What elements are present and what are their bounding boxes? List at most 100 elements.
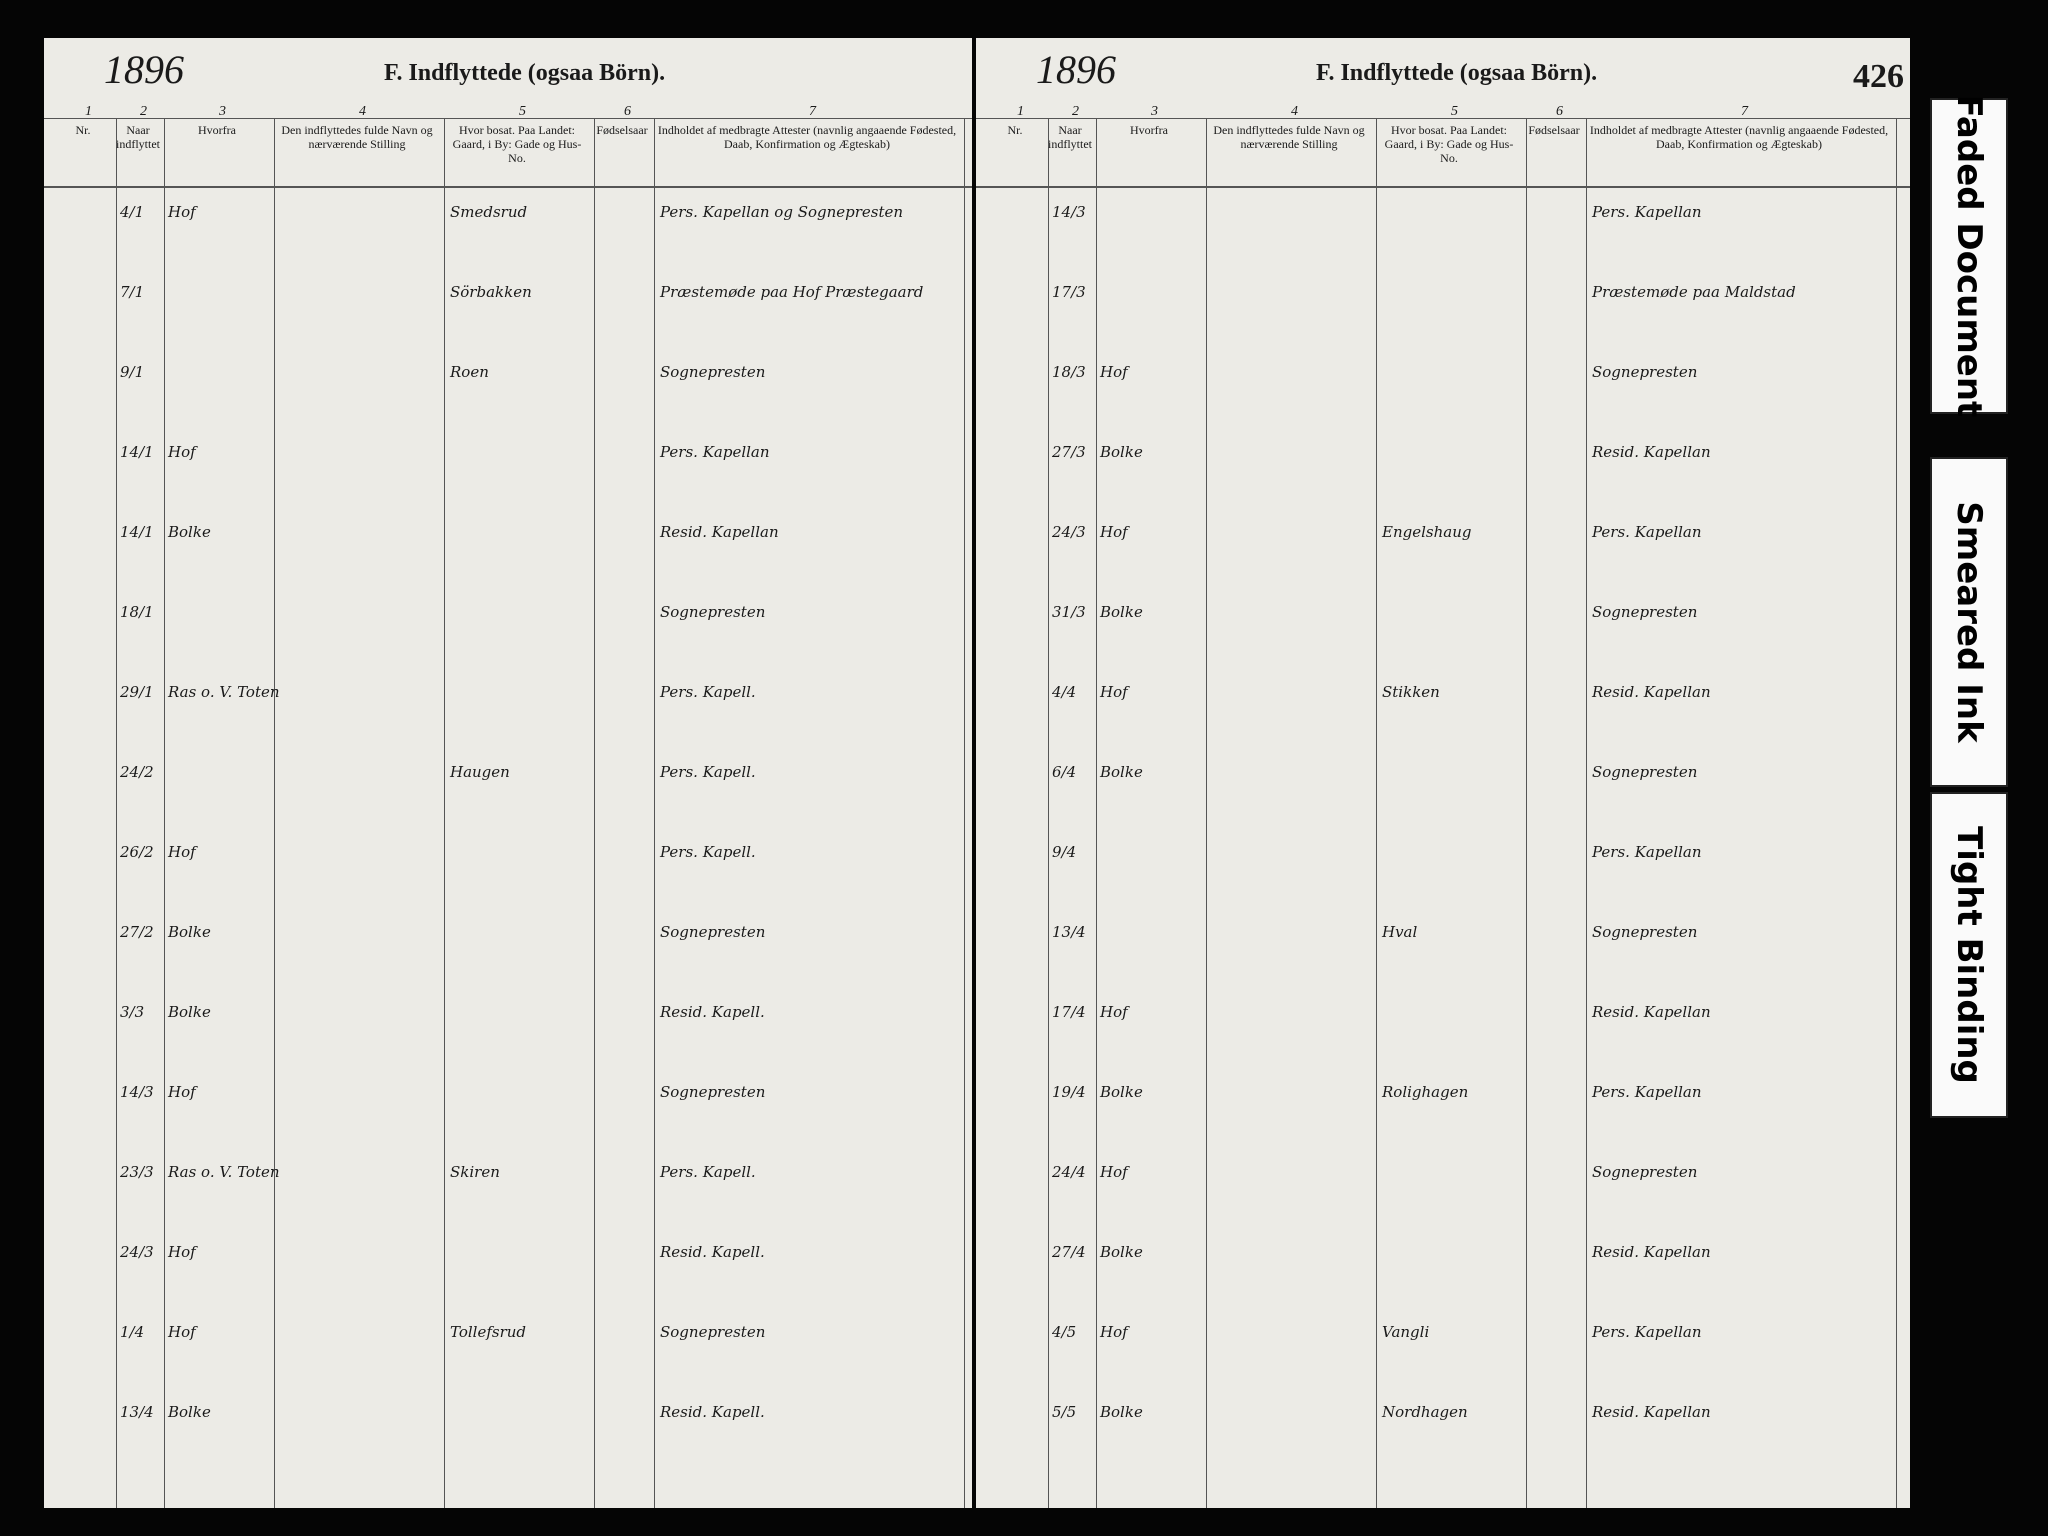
date: 9/4 bbox=[1052, 843, 1077, 861]
column-rule bbox=[444, 118, 445, 1508]
column-header: Hvor bosat. Paa Landet: Gaard, i By: Gad… bbox=[1384, 123, 1514, 165]
attest: Sognepresten bbox=[660, 363, 766, 381]
date: 5/5 bbox=[1052, 1403, 1077, 1421]
page-title: F. Indflyttede (ogsaa Börn). bbox=[1316, 60, 1598, 86]
column-rule bbox=[964, 118, 965, 1508]
residence: Engelshaug bbox=[1382, 523, 1472, 541]
column-number: 4 bbox=[359, 104, 366, 119]
year: 1896 bbox=[1036, 47, 1116, 92]
column-number: 3 bbox=[1151, 104, 1158, 119]
date: 4/4 bbox=[1052, 683, 1077, 701]
from: Bolke bbox=[168, 923, 211, 941]
attest: Sognepresten bbox=[660, 1083, 766, 1101]
date: 13/4 bbox=[1052, 923, 1086, 941]
attest: Sognepresten bbox=[1592, 603, 1698, 621]
attest: Pers. Kapellan bbox=[660, 443, 770, 461]
residence: Vangli bbox=[1382, 1323, 1430, 1341]
from: Bolke bbox=[1100, 763, 1143, 781]
column-rule bbox=[1526, 118, 1527, 1508]
date: 6/4 bbox=[1052, 763, 1077, 781]
from: Hof bbox=[1100, 523, 1128, 541]
column-rule bbox=[594, 118, 595, 1508]
attest: Pers. Kapell. bbox=[660, 843, 756, 861]
residence: Rolighagen bbox=[1382, 1083, 1469, 1101]
column-header: Naar indflyttet bbox=[1048, 123, 1092, 151]
from: Bolke bbox=[1100, 1403, 1143, 1421]
attest: Sognepresten bbox=[1592, 923, 1698, 941]
residence: Haugen bbox=[450, 763, 510, 781]
column-number: 5 bbox=[1451, 104, 1458, 119]
attest: Sognepresten bbox=[1592, 363, 1698, 381]
attest: Pers. Kapell. bbox=[660, 1163, 756, 1181]
from: Hof bbox=[1100, 1003, 1128, 1021]
attest: Resid. Kapellan bbox=[1592, 443, 1711, 461]
header-rule bbox=[44, 118, 972, 119]
attest: Pers. Kapellan bbox=[1592, 843, 1702, 861]
date: 4/1 bbox=[120, 203, 145, 221]
tag: Faded Document bbox=[1930, 95, 2008, 417]
tag: Tight Binding bbox=[1930, 792, 2008, 1118]
from: Bolke bbox=[1100, 1243, 1143, 1261]
date: 3/3 bbox=[120, 1003, 145, 1021]
from: Hof bbox=[1100, 1323, 1128, 1341]
attest: Pers. Kapellan bbox=[1592, 203, 1702, 221]
attest: Pers. Kapellan og Sognepresten bbox=[660, 203, 904, 221]
column-rule bbox=[1096, 118, 1097, 1508]
column-header: Hvor bosat. Paa Landet: Gaard, i By: Gad… bbox=[452, 123, 582, 165]
column-header: Indholdet af medbragte Attester (navnlig… bbox=[1589, 123, 1889, 151]
date: 24/4 bbox=[1052, 1163, 1086, 1181]
date: 4/5 bbox=[1052, 1323, 1077, 1341]
from: Bolke bbox=[1100, 603, 1143, 621]
from: Hof bbox=[1100, 363, 1128, 381]
date: 9/1 bbox=[120, 363, 145, 381]
attest: Resid. Kapell. bbox=[660, 1403, 765, 1421]
column-rule bbox=[1586, 118, 1587, 1508]
page-number: 426 bbox=[1853, 58, 1904, 95]
header-rule bbox=[976, 118, 1910, 119]
attest: Pers. Kapell. bbox=[660, 683, 756, 701]
column-header: Hvorfra bbox=[198, 123, 236, 137]
date: 29/1 bbox=[120, 683, 154, 701]
column-header: Den indflyttedes fulde Navn og nærværend… bbox=[281, 123, 433, 151]
from: Hof bbox=[168, 1083, 196, 1101]
attest: Pers. Kapellan bbox=[1592, 523, 1702, 541]
column-number: 3 bbox=[219, 104, 226, 119]
date: 24/2 bbox=[120, 763, 154, 781]
attest: Sognepresten bbox=[1592, 1163, 1698, 1181]
attest: Resid. Kapellan bbox=[660, 523, 779, 541]
column-number: 2 bbox=[140, 104, 147, 119]
date: 31/3 bbox=[1052, 603, 1086, 621]
header-rule bbox=[976, 186, 1910, 188]
attest: Pers. Kapellan bbox=[1592, 1323, 1702, 1341]
date: 19/4 bbox=[1052, 1083, 1086, 1101]
residence: Tollefsrud bbox=[450, 1323, 527, 1341]
date: 14/3 bbox=[120, 1083, 154, 1101]
from: Hof bbox=[1100, 683, 1128, 701]
residence: Smedsrud bbox=[450, 203, 528, 221]
attest: Sognepresten bbox=[660, 923, 766, 941]
year: 1896 bbox=[104, 47, 184, 92]
column-header: Indholdet af medbragte Attester (navnlig… bbox=[657, 123, 957, 151]
page-title: F. Indflyttede (ogsaa Börn). bbox=[384, 60, 666, 86]
tag-text: Smeared Ink bbox=[1949, 501, 1989, 743]
header-rule bbox=[44, 186, 972, 188]
from: Hof bbox=[168, 1243, 196, 1261]
left-page: 1896 F. Indflyttede (ogsaa Börn). 1 Nr. 2 Naa… bbox=[44, 38, 972, 1508]
column-rule bbox=[1206, 118, 1207, 1508]
attest: Sognepresten bbox=[660, 603, 766, 621]
column-rule bbox=[654, 118, 655, 1508]
attest: Præstemøde paa Maldstad bbox=[1592, 283, 1796, 301]
date: 18/3 bbox=[1052, 363, 1086, 381]
residence: Sörbakken bbox=[450, 283, 532, 301]
column-number: 1 bbox=[1017, 104, 1024, 119]
column-number: 6 bbox=[1556, 104, 1563, 119]
column-header: Fødselsaar bbox=[596, 123, 648, 137]
column-number: 6 bbox=[624, 104, 631, 119]
date: 26/2 bbox=[120, 843, 154, 861]
attest: Sognepresten bbox=[1592, 763, 1698, 781]
column-number: 2 bbox=[1072, 104, 1079, 119]
column-rule bbox=[1048, 118, 1049, 1508]
attest: Sognepresten bbox=[660, 1323, 766, 1341]
from: Hof bbox=[168, 203, 196, 221]
